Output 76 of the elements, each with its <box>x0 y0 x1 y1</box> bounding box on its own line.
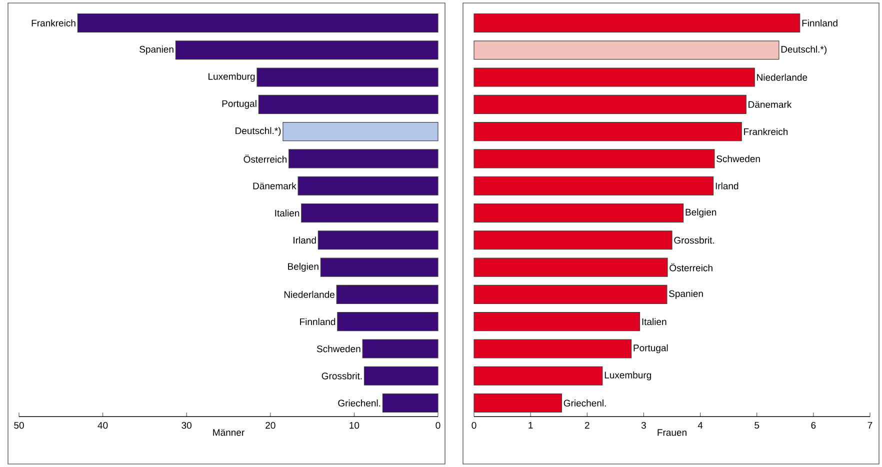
x-tick-label: 7 <box>868 422 872 429</box>
bar <box>382 394 438 413</box>
y-tick-label: Spanien <box>140 46 174 55</box>
x-tick-label: 6 <box>811 422 816 429</box>
y-tick-label: Irland <box>294 236 316 244</box>
bar <box>474 40 780 60</box>
bar <box>474 339 632 358</box>
y-tick-label: Deutschl.*) <box>236 127 281 136</box>
y-tick-label: Frankreich <box>32 19 76 26</box>
bar <box>474 366 603 386</box>
y-tick-label: Schweden <box>716 155 760 162</box>
x-tick-label: 4 <box>698 422 703 429</box>
x-tick-label: 5 <box>754 422 760 429</box>
y-tick-label: Grossbrit. <box>674 236 714 244</box>
y-tick-label: Italien <box>642 318 666 326</box>
bar <box>258 94 438 114</box>
y-tick-label: Österreich <box>670 263 712 272</box>
bar <box>474 203 684 223</box>
x-tick-label: 0 <box>436 422 440 429</box>
x-tick-label: 40 <box>98 422 108 429</box>
x-tick-label: 30 <box>182 422 192 429</box>
bar <box>256 68 438 87</box>
bar <box>474 94 746 114</box>
x-tick-label: 1 <box>528 422 533 429</box>
x-tick-label: 10 <box>350 422 360 429</box>
y-tick-label: Italien <box>275 210 300 216</box>
bar <box>362 339 438 358</box>
bar <box>474 149 715 168</box>
x-axis-title: Männer <box>213 429 244 436</box>
bar <box>474 13 800 33</box>
bar <box>474 258 668 277</box>
y-tick-label: Niederlande <box>757 74 808 81</box>
x-axis-title: Frauen <box>658 429 686 436</box>
x-tick-label: 50 <box>14 422 24 429</box>
bar <box>474 68 755 87</box>
y-tick-label: Niederlande <box>284 290 334 298</box>
bar <box>175 40 438 60</box>
y-tick-label: Portugal <box>634 344 668 354</box>
bar <box>474 312 640 332</box>
y-tick-label: Belgien <box>686 208 716 218</box>
bar <box>474 230 672 250</box>
y-tick-label: Spanien <box>669 290 703 299</box>
bar <box>474 176 714 196</box>
y-tick-label: Österreich <box>244 154 287 163</box>
x-tick-label: 3 <box>641 422 646 429</box>
bar <box>364 366 438 386</box>
y-tick-label: Frankreich <box>744 128 788 136</box>
bar <box>301 203 438 223</box>
y-tick-label: Schweden <box>316 345 360 352</box>
y-tick-label: Deutschl.*) <box>781 46 826 55</box>
bar <box>320 258 438 277</box>
bar <box>336 284 438 304</box>
y-tick-label: Dänemark <box>253 182 296 190</box>
x-tick-label: 2 <box>584 422 590 429</box>
bar <box>337 312 438 332</box>
bar <box>474 284 668 304</box>
y-tick-label: Griechenl. <box>564 400 606 407</box>
bar <box>474 122 742 142</box>
y-tick-label: Luxemburg <box>208 72 255 82</box>
y-tick-label: Finnland <box>802 19 838 26</box>
x-tick-label: 0 <box>472 422 476 429</box>
y-tick-label: Belgien <box>288 262 318 272</box>
y-tick-label: Griechenl. <box>338 400 380 407</box>
bar <box>288 149 438 168</box>
x-tick-label: 20 <box>266 422 276 429</box>
bar <box>298 176 438 196</box>
bar <box>77 13 438 33</box>
bar <box>318 230 438 250</box>
y-tick-label: Grossbrit. <box>322 372 362 380</box>
y-tick-label: Irland <box>716 182 738 190</box>
bar <box>282 122 438 142</box>
bar <box>474 394 562 413</box>
y-tick-label: Portugal <box>222 100 256 109</box>
y-tick-label: Luxemburg <box>604 371 652 380</box>
y-tick-label: Dänemark <box>748 100 792 108</box>
y-tick-label: Finnland <box>300 318 336 326</box>
